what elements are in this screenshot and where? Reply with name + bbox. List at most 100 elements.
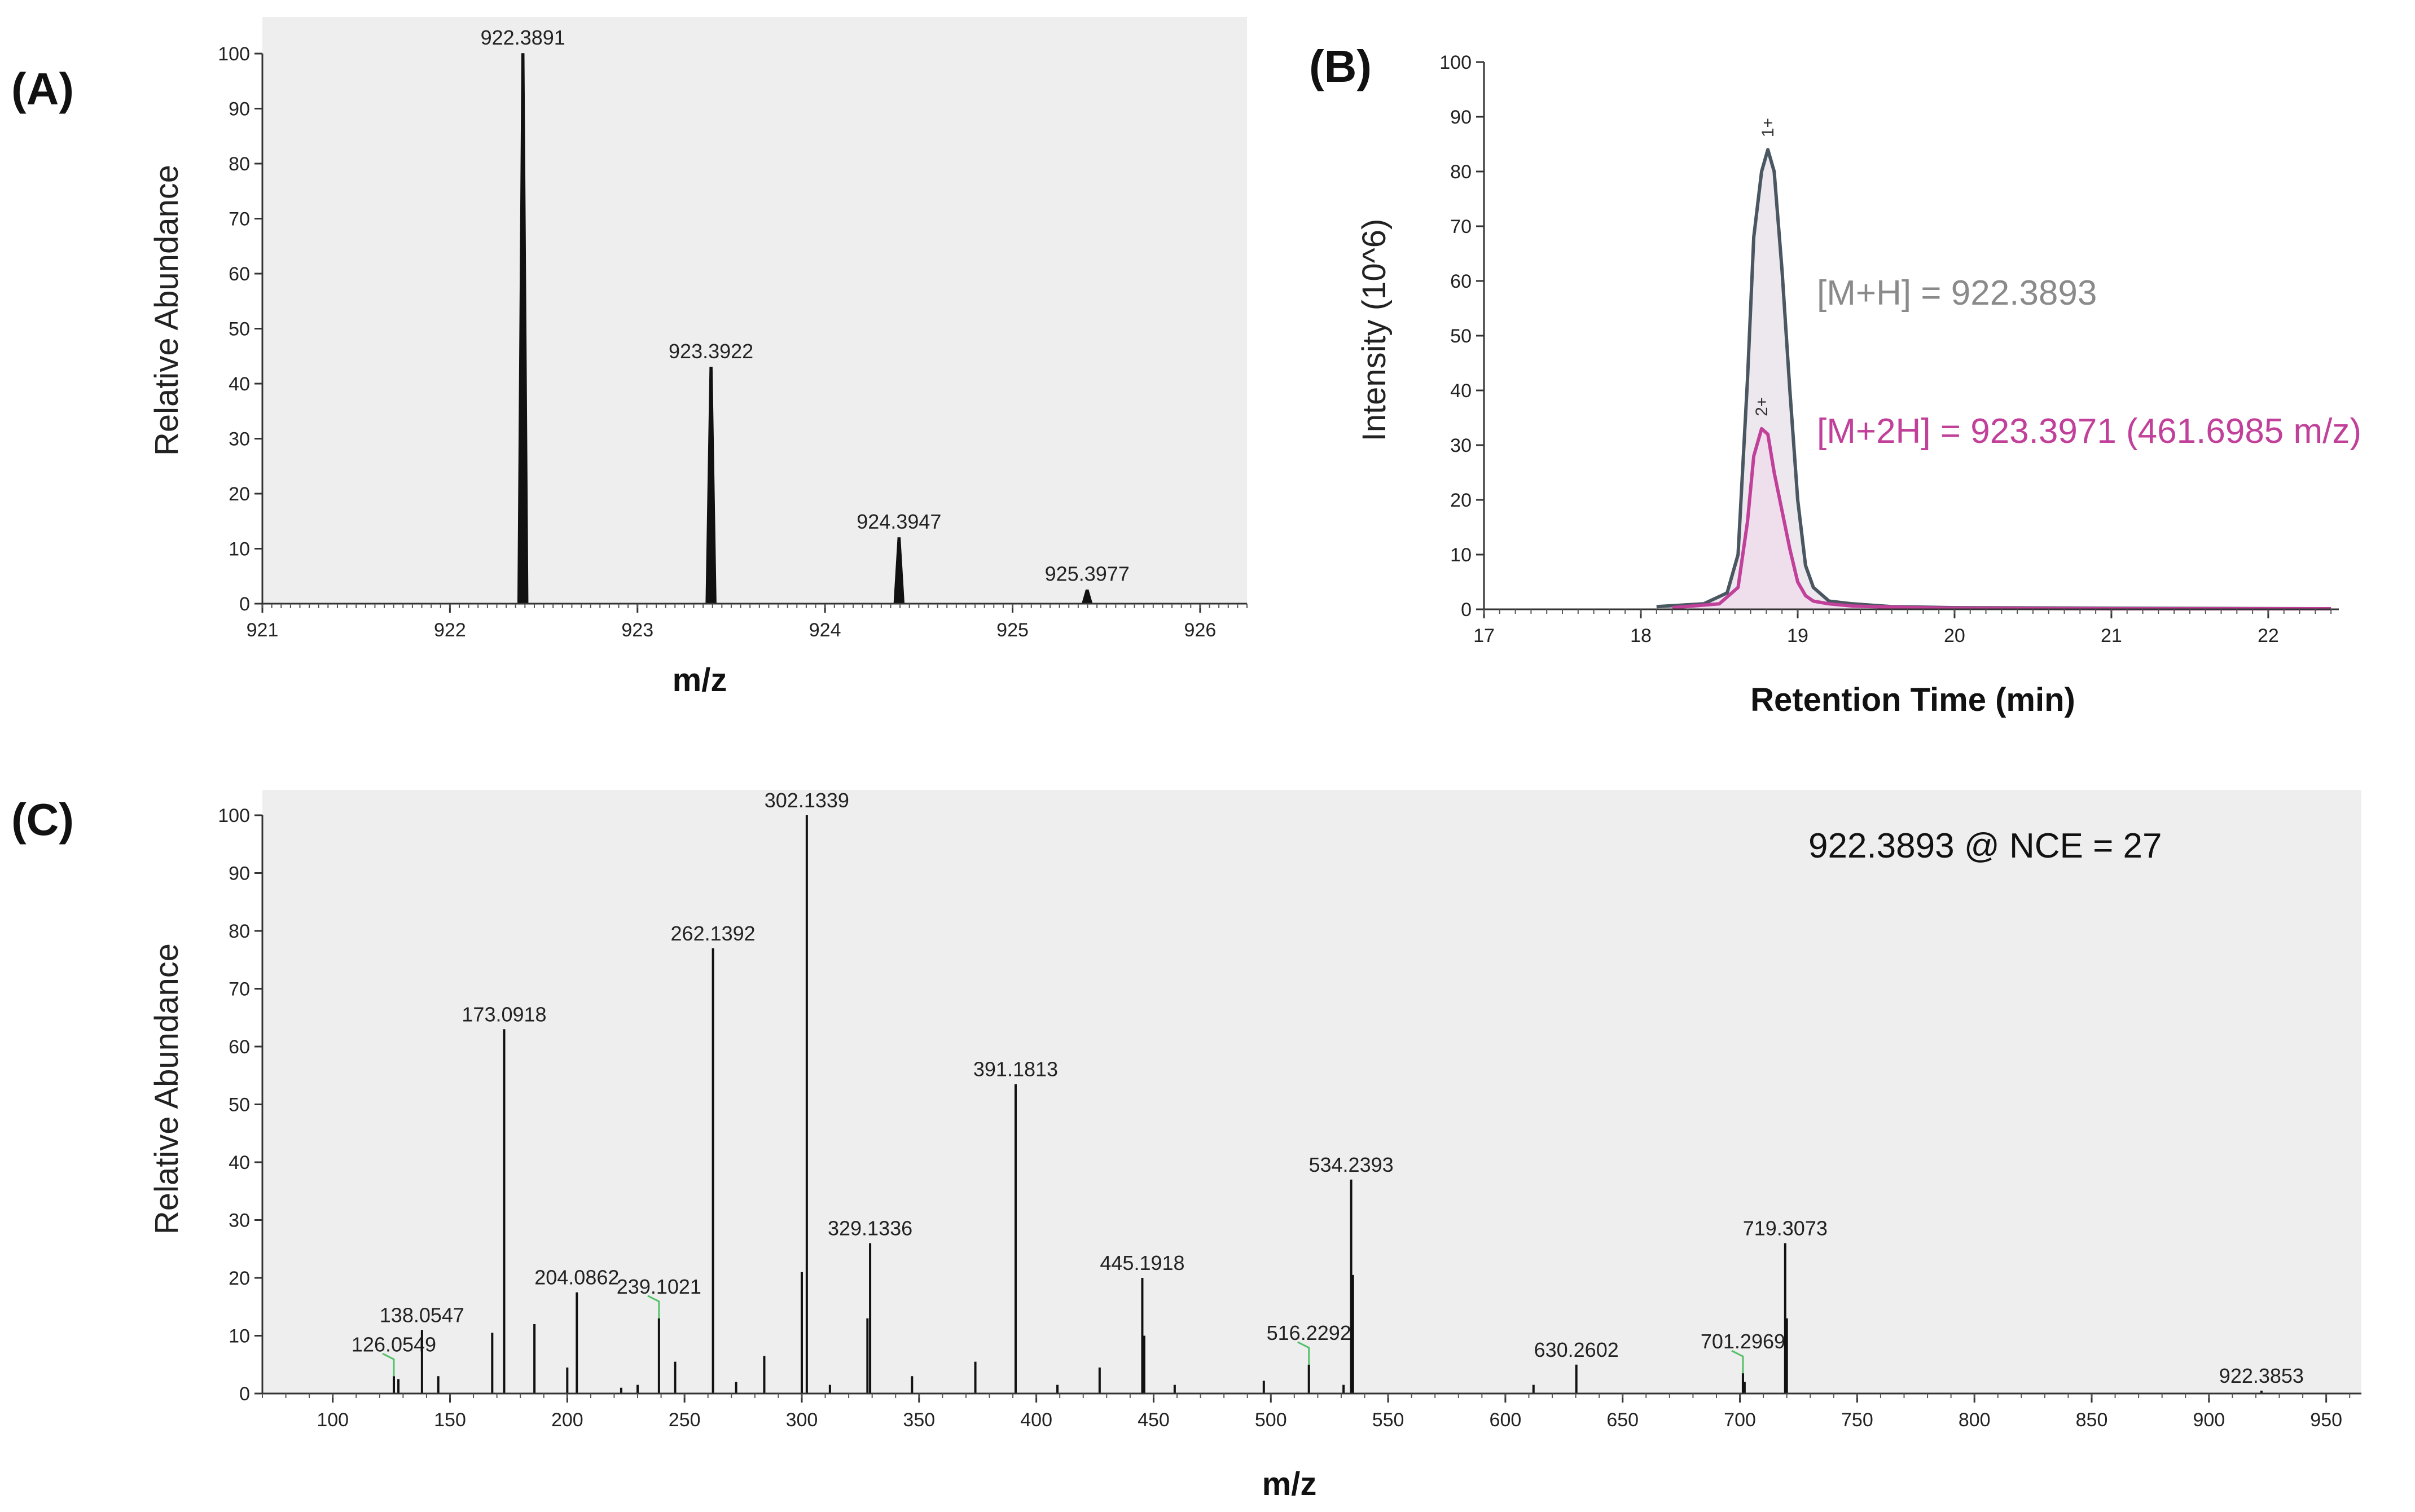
chart-a-y-tick-label: 50 bbox=[229, 319, 250, 340]
chart-b-x-tick-label: 20 bbox=[1944, 625, 1965, 647]
chart-c-ylabel: Relative Abundance bbox=[148, 943, 185, 1234]
chart-c-peak-label: 516.2292 bbox=[1267, 1321, 1351, 1344]
chart-b-y-tick-label: 100 bbox=[1439, 52, 1472, 73]
chart-c-peak-leader bbox=[1297, 1341, 1310, 1365]
chart-c-y-tick-label: 30 bbox=[229, 1210, 250, 1232]
chart-c-peak-label: 719.3073 bbox=[1743, 1217, 1828, 1240]
chart-a-y-tick-label: 100 bbox=[218, 43, 250, 65]
chart-c-x-tick-label: 150 bbox=[434, 1409, 466, 1431]
chart-b-y-tick-label: 90 bbox=[1450, 107, 1472, 128]
panel-label-b: (B) bbox=[1309, 41, 1372, 91]
chart-a-x-tick-label: 925 bbox=[996, 619, 1029, 641]
chart-c-x-tick-label: 550 bbox=[1372, 1409, 1404, 1431]
chart-b-legend-m2h: [M+2H] = 923.3971 (461.6985 m/z) bbox=[1817, 412, 2361, 451]
chart-c-x-tick-label: 700 bbox=[1724, 1409, 1756, 1431]
chart-c-peak-label: 391.1813 bbox=[973, 1058, 1058, 1081]
chart-c: 126.0549 138.0547 173.0918 204.0862239.1021… bbox=[148, 789, 2361, 1502]
chart-b-series-fill bbox=[1672, 428, 2331, 609]
chart-c-y-tick-label: 80 bbox=[229, 921, 250, 942]
chart-c-x-tick-label: 950 bbox=[2310, 1409, 2342, 1431]
chart-a-y-tick-label: 20 bbox=[229, 484, 250, 505]
chart-a-peak-label: 923.3922 bbox=[669, 340, 753, 363]
chart-c-y-tick-label: 70 bbox=[229, 979, 250, 1000]
chart-c-y-tick-label: 40 bbox=[229, 1152, 250, 1173]
chart-b-y-tick-label: 50 bbox=[1450, 326, 1472, 347]
chart-c-x-tick-label: 900 bbox=[2193, 1409, 2225, 1431]
chart-b-x-tick-label: 17 bbox=[1473, 625, 1495, 647]
chart-c-peak-label: 445.1918 bbox=[1100, 1251, 1184, 1274]
chart-b-xlabel: Retention Time (min) bbox=[1750, 682, 2075, 718]
chart-a-y-tick-label: 10 bbox=[229, 539, 250, 560]
chart-c-peak-label: 262.1392 bbox=[671, 922, 756, 945]
chart-c-x-tick-label: 650 bbox=[1606, 1409, 1639, 1431]
panel-label-c: (C) bbox=[11, 794, 74, 845]
chart-b-series-line bbox=[1672, 427, 2331, 610]
chart-c-x-tick-label: 850 bbox=[2076, 1409, 2108, 1431]
chart-b-charge-label: 1+ bbox=[1759, 118, 1777, 137]
chart-a-y-tick-label: 60 bbox=[229, 263, 250, 285]
chart-c-y-tick-label: 100 bbox=[218, 805, 250, 827]
chart-c-x-tick-label: 400 bbox=[1020, 1409, 1052, 1431]
chart-a-x-tick-label: 922 bbox=[434, 619, 466, 641]
chart-a-peak-label: 924.3947 bbox=[857, 510, 941, 533]
chart-a-y-tick-label: 30 bbox=[229, 429, 250, 450]
chart-c-x-tick-label: 600 bbox=[1490, 1409, 1522, 1431]
chart-b-x-tick-label: 22 bbox=[2258, 625, 2279, 647]
chart-b-y-tick-label: 80 bbox=[1450, 161, 1472, 183]
chart-c-peak-leader bbox=[647, 1295, 660, 1318]
chart-c-x-tick-label: 100 bbox=[317, 1409, 349, 1431]
chart-c-peak-label: 302.1339 bbox=[765, 789, 849, 812]
chart-a-y-tick-label: 90 bbox=[229, 99, 250, 120]
chart-c-x-tick-label: 800 bbox=[1959, 1409, 1991, 1431]
chart-c-peak-label: 534.2393 bbox=[1309, 1153, 1393, 1176]
chart-c-x-tick-label: 350 bbox=[903, 1409, 935, 1431]
chart-b-y-tick-label: 30 bbox=[1450, 435, 1472, 456]
chart-b-y-tick-label: 70 bbox=[1450, 216, 1472, 238]
chart-a: 922.3891 923.3922 924.3947 925.3977 0 10 20 30… bbox=[148, 17, 1248, 698]
chart-a-peak-label: 922.3891 bbox=[481, 26, 565, 49]
chart-c-y-tick-label: 0 bbox=[239, 1383, 250, 1405]
chart-c-peak-label: 138.0547 bbox=[380, 1303, 464, 1326]
chart-c-plot-area bbox=[262, 790, 2361, 1394]
chart-c-peak-leader bbox=[382, 1352, 395, 1377]
chart-c-peak-label: 204.0862 bbox=[534, 1266, 619, 1289]
chart-c-title: 922.3893 @ NCE = 27 bbox=[1808, 827, 2162, 865]
chart-c-x-tick-label: 450 bbox=[1138, 1409, 1170, 1431]
chart-c-y-tick-label: 10 bbox=[229, 1326, 250, 1347]
chart-b-y-tick-label: 0 bbox=[1461, 599, 1472, 621]
chart-c-peak-label: 701.2969 bbox=[1701, 1330, 1785, 1353]
chart-a-y-tick-label: 70 bbox=[229, 209, 250, 230]
chart-b-x-tick-label: 18 bbox=[1630, 625, 1652, 647]
chart-c-y-tick-label: 20 bbox=[229, 1268, 250, 1289]
chart-a-x-tick-label: 926 bbox=[1184, 619, 1217, 641]
chart-b-y-tick-label: 10 bbox=[1450, 544, 1472, 566]
chart-c-y-tick-label: 50 bbox=[229, 1095, 250, 1116]
chart-c-peak-label: 173.0918 bbox=[462, 1003, 546, 1026]
chart-c-x-tick-label: 500 bbox=[1255, 1409, 1287, 1431]
chart-c-peak-leader bbox=[1731, 1350, 1744, 1374]
chart-b-charge-label: 2+ bbox=[1753, 397, 1771, 416]
chart-a-plot-area bbox=[262, 17, 1247, 604]
chart-b-x-tick-label: 21 bbox=[2101, 625, 2122, 647]
chart-a-x-tick-label: 924 bbox=[809, 619, 841, 641]
chart-c-xlabel: m/z bbox=[1262, 1466, 1317, 1502]
chart-c-peak-label: 630.2602 bbox=[1534, 1338, 1619, 1361]
chart-b-ylabel: Intensity (10^6) bbox=[1356, 219, 1393, 442]
chart-c-peak-label: 239.1021 bbox=[617, 1275, 701, 1298]
chart-c-x-tick-label: 250 bbox=[669, 1409, 701, 1431]
chart-a-x-tick-label: 923 bbox=[621, 619, 653, 641]
chart-a-y-tick-label: 0 bbox=[239, 594, 250, 615]
chart-c-x-tick-label: 300 bbox=[786, 1409, 818, 1431]
chart-a-ylabel: Relative Abundance bbox=[148, 165, 185, 456]
chart-b-y-tick-label: 20 bbox=[1450, 490, 1472, 511]
chart-c-peak-label: 922.3853 bbox=[2219, 1364, 2304, 1387]
chart-c-y-tick-label: 90 bbox=[229, 863, 250, 885]
panel-label-a: (A) bbox=[11, 64, 74, 114]
chart-c-x-tick-label: 750 bbox=[1841, 1409, 1873, 1431]
chart-a-xlabel: m/z bbox=[673, 662, 727, 698]
chart-b-legend-mh: [M+H] = 922.3893 bbox=[1817, 274, 2097, 313]
chart-c-peak-label: 329.1336 bbox=[828, 1217, 912, 1240]
chart-a-x-tick-label: 921 bbox=[247, 619, 279, 641]
